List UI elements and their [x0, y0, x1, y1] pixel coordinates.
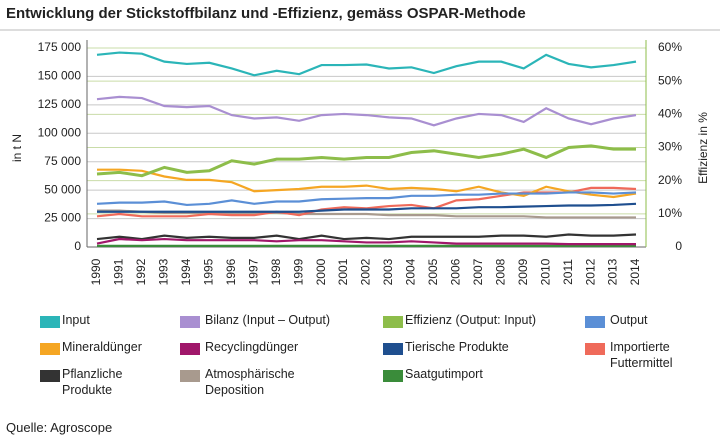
x-tick-label: 1990 — [89, 258, 103, 285]
x-tick-label: 2013 — [606, 258, 620, 285]
legend-swatch — [180, 343, 200, 355]
x-tick-label: 2003 — [381, 258, 395, 285]
legend-label: Effizienz (Output: Input) — [405, 313, 537, 327]
legend-label: Saatgutimport — [405, 367, 483, 381]
x-tick-label: 1995 — [201, 258, 215, 285]
y-tick-label: 175 000 — [38, 40, 82, 54]
y2-tick-label: 20% — [658, 173, 682, 187]
x-tick-label: 2012 — [583, 258, 597, 285]
legend-swatch — [383, 343, 403, 355]
chart: Entwicklung der Stickstoffbilanz und -Ef… — [0, 5, 720, 285]
legend-label: Output — [610, 313, 648, 327]
source: Quelle: Agroscope — [6, 420, 113, 435]
y2-tick-label: 40% — [658, 107, 682, 121]
data-line — [97, 209, 636, 219]
y2-tick-label: 30% — [658, 140, 682, 154]
legend-label: Pflanzliche Produkte — [62, 367, 123, 397]
x-tick-label: 1996 — [224, 258, 238, 285]
x-tick-label: 2000 — [314, 258, 328, 285]
x-tick-label: 2001 — [336, 258, 350, 285]
y2-axis-label: Effizienz in % — [696, 112, 710, 184]
legend-swatch — [383, 316, 403, 328]
data-line — [96, 237, 636, 246]
x-tick-label: 1998 — [269, 258, 283, 285]
legend-swatch — [180, 316, 200, 328]
y-tick-label: 75 000 — [44, 154, 81, 168]
data-line — [97, 168, 637, 199]
legend-label: Tierische Produkte — [405, 340, 509, 354]
x-tick-label: 1993 — [157, 258, 171, 285]
y-tick-label: 150 000 — [38, 69, 82, 83]
x-tick-label: 2002 — [359, 258, 373, 285]
y2-tick-label: 0 — [675, 239, 682, 253]
x-tick-label: 2005 — [426, 258, 440, 285]
y-tick-label: 50 000 — [44, 182, 81, 196]
data-line — [96, 51, 637, 77]
legend-label: Atmosphärische Deposition — [205, 367, 295, 397]
y2-tick-label: 10% — [658, 206, 682, 220]
y-tick-label: 0 — [74, 239, 81, 253]
data-line — [96, 233, 637, 241]
legend-swatch — [180, 370, 200, 382]
x-tick-label: 2014 — [628, 258, 642, 285]
x-tick-label: 2009 — [516, 258, 530, 285]
x-tick-label: 1999 — [291, 258, 305, 285]
y2-tick-label: 60% — [658, 40, 682, 54]
x-tick-label: 2008 — [493, 258, 507, 285]
y-tick-label: 25 000 — [44, 211, 81, 225]
data-line — [96, 95, 637, 127]
x-tick-label: 1994 — [179, 258, 193, 285]
data-line — [96, 186, 637, 218]
x-tick-label: 2007 — [471, 258, 485, 285]
legend-label: Bilanz (Input – Output) — [205, 313, 331, 327]
legend-swatch — [40, 343, 60, 355]
legend-swatch — [585, 316, 605, 328]
legend-label: Mineraldünger — [62, 340, 142, 354]
chart-title: Entwicklung der Stickstoffbilanz und -Ef… — [6, 5, 526, 22]
legend-swatch — [585, 343, 605, 355]
data-line — [96, 191, 637, 207]
legend: Input Bilanz (Input – Output) Effizienz (O… — [0, 312, 720, 412]
x-tick-label: 1997 — [246, 258, 260, 285]
x-tick-label: 2006 — [449, 258, 463, 285]
y-axis-label: in t N — [10, 134, 24, 162]
legend-swatch — [40, 316, 60, 328]
legend-swatch — [383, 370, 403, 382]
data-line — [96, 144, 636, 178]
legend-swatch — [40, 370, 60, 382]
y-tick-label: 125 000 — [38, 97, 82, 111]
legend-label: Recyclingdünger — [205, 340, 299, 354]
y-tick-label: 100 000 — [38, 125, 82, 139]
x-tick-label: 2004 — [404, 258, 418, 285]
x-tick-label: 2011 — [561, 259, 575, 285]
legend-label: Input — [62, 313, 90, 327]
legend-label: Importierte Futtermittel — [610, 340, 673, 370]
y2-tick-label: 50% — [658, 73, 682, 87]
x-tick-label: 1992 — [134, 258, 148, 285]
data-line — [97, 202, 637, 213]
x-tick-label: 2010 — [538, 258, 552, 285]
x-tick-label: 1991 — [112, 258, 126, 285]
